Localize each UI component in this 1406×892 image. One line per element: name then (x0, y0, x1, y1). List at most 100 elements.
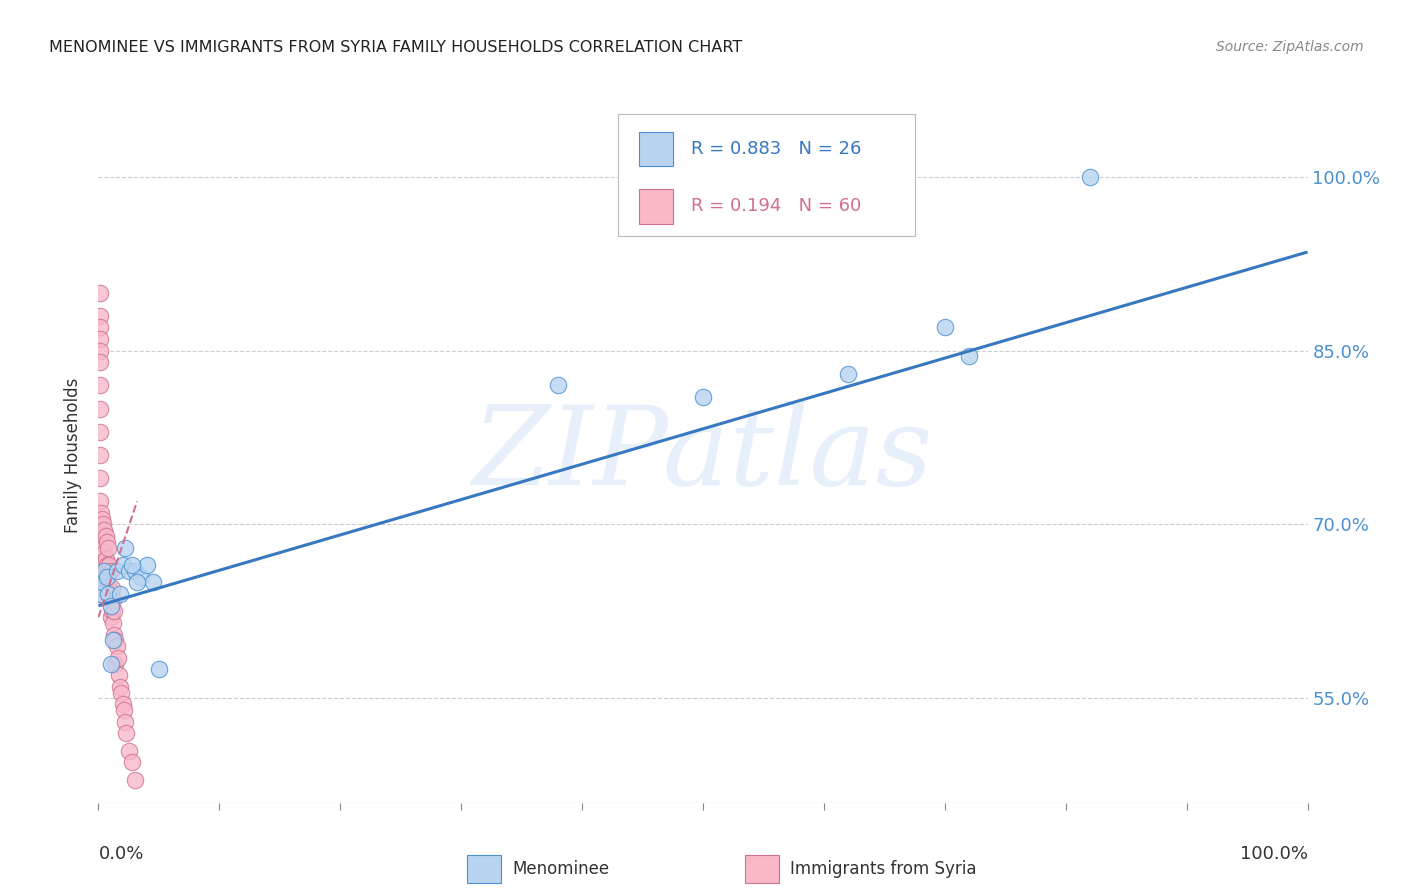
Point (90, 587, 112, 601)
Point (124, 772, 146, 787)
Point (98, 582, 121, 596)
Point (101, 633, 124, 648)
Point (118, 564, 141, 578)
Point (124, 564, 146, 578)
Text: R = 0.883   N = 26: R = 0.883 N = 26 (690, 140, 862, 158)
Point (93, 564, 115, 578)
Point (96, 582, 118, 596)
Point (91, 517, 114, 532)
Point (89, 355, 111, 369)
Point (91, 541, 114, 555)
Point (98, 558, 121, 573)
Point (1078, 169, 1101, 184)
Point (111, 698, 134, 712)
Point (90, 541, 112, 555)
Point (89, 541, 111, 555)
Text: Menominee: Menominee (512, 860, 609, 878)
Point (101, 592, 124, 607)
Point (121, 558, 143, 573)
Y-axis label: Family Households: Family Households (65, 377, 83, 533)
Point (97, 587, 120, 601)
Point (692, 390, 714, 404)
Point (89, 332, 111, 346)
Point (100, 605, 122, 619)
Point (90, 506, 112, 520)
Point (93, 523, 115, 537)
Point (89, 425, 111, 439)
Text: R = 0.194   N = 60: R = 0.194 N = 60 (690, 197, 860, 216)
Point (107, 651, 129, 665)
Point (89, 471, 111, 485)
Bar (467, 855, 501, 883)
Point (96, 534, 118, 549)
Point (100, 587, 122, 601)
Point (121, 755, 143, 769)
Point (100, 610, 122, 624)
Point (89, 448, 111, 462)
Point (148, 663, 170, 677)
Text: 0.0%: 0.0% (98, 845, 143, 863)
Point (89, 309, 111, 323)
Point (97, 541, 120, 555)
Point (100, 582, 122, 596)
Point (89, 401, 111, 416)
Point (94, 529, 117, 543)
Point (89, 494, 111, 508)
Text: 100.0%: 100.0% (1240, 845, 1308, 863)
Text: Source: ZipAtlas.com: Source: ZipAtlas.com (1216, 40, 1364, 54)
Point (957, 350, 980, 364)
Point (100, 657, 122, 671)
Point (93, 546, 115, 560)
Point (91, 512, 114, 526)
Point (90, 523, 112, 537)
Point (108, 680, 131, 694)
Point (103, 628, 125, 642)
Bar (638, 189, 673, 224)
Point (104, 657, 127, 671)
Point (114, 541, 136, 555)
Text: Immigrants from Syria: Immigrants from Syria (790, 860, 977, 878)
FancyBboxPatch shape (619, 114, 915, 235)
Point (118, 744, 141, 758)
Point (91, 529, 114, 543)
Point (100, 564, 122, 578)
Text: MENOMINEE VS IMMIGRANTS FROM SYRIA FAMILY HOUSEHOLDS CORRELATION CHART: MENOMINEE VS IMMIGRANTS FROM SYRIA FAMIL… (49, 40, 742, 55)
Point (114, 714, 136, 729)
Point (142, 575, 165, 590)
Point (129, 569, 152, 583)
Point (91, 552, 114, 566)
Point (111, 558, 134, 573)
Point (89, 517, 111, 532)
Bar (745, 855, 779, 883)
Point (127, 575, 149, 590)
Point (105, 640, 128, 654)
Point (108, 587, 131, 601)
Point (837, 367, 859, 381)
Point (97, 564, 120, 578)
Point (89, 320, 111, 334)
Point (94, 552, 117, 566)
Point (93, 569, 115, 583)
Point (934, 320, 956, 334)
Point (105, 564, 128, 578)
Point (89, 587, 111, 601)
Point (135, 558, 157, 573)
Point (104, 633, 127, 648)
Point (90, 564, 112, 578)
Point (89, 378, 111, 392)
Point (112, 703, 135, 717)
Point (115, 726, 138, 740)
Point (89, 285, 111, 300)
Bar (638, 132, 673, 167)
Point (103, 605, 125, 619)
Point (108, 668, 131, 682)
Point (89, 564, 111, 578)
Point (91, 575, 114, 590)
Point (110, 685, 132, 699)
Point (100, 599, 122, 613)
Point (101, 616, 124, 631)
Point (96, 569, 118, 583)
Point (96, 558, 118, 573)
Text: ZIPatlas: ZIPatlas (472, 401, 934, 508)
Point (89, 343, 111, 358)
